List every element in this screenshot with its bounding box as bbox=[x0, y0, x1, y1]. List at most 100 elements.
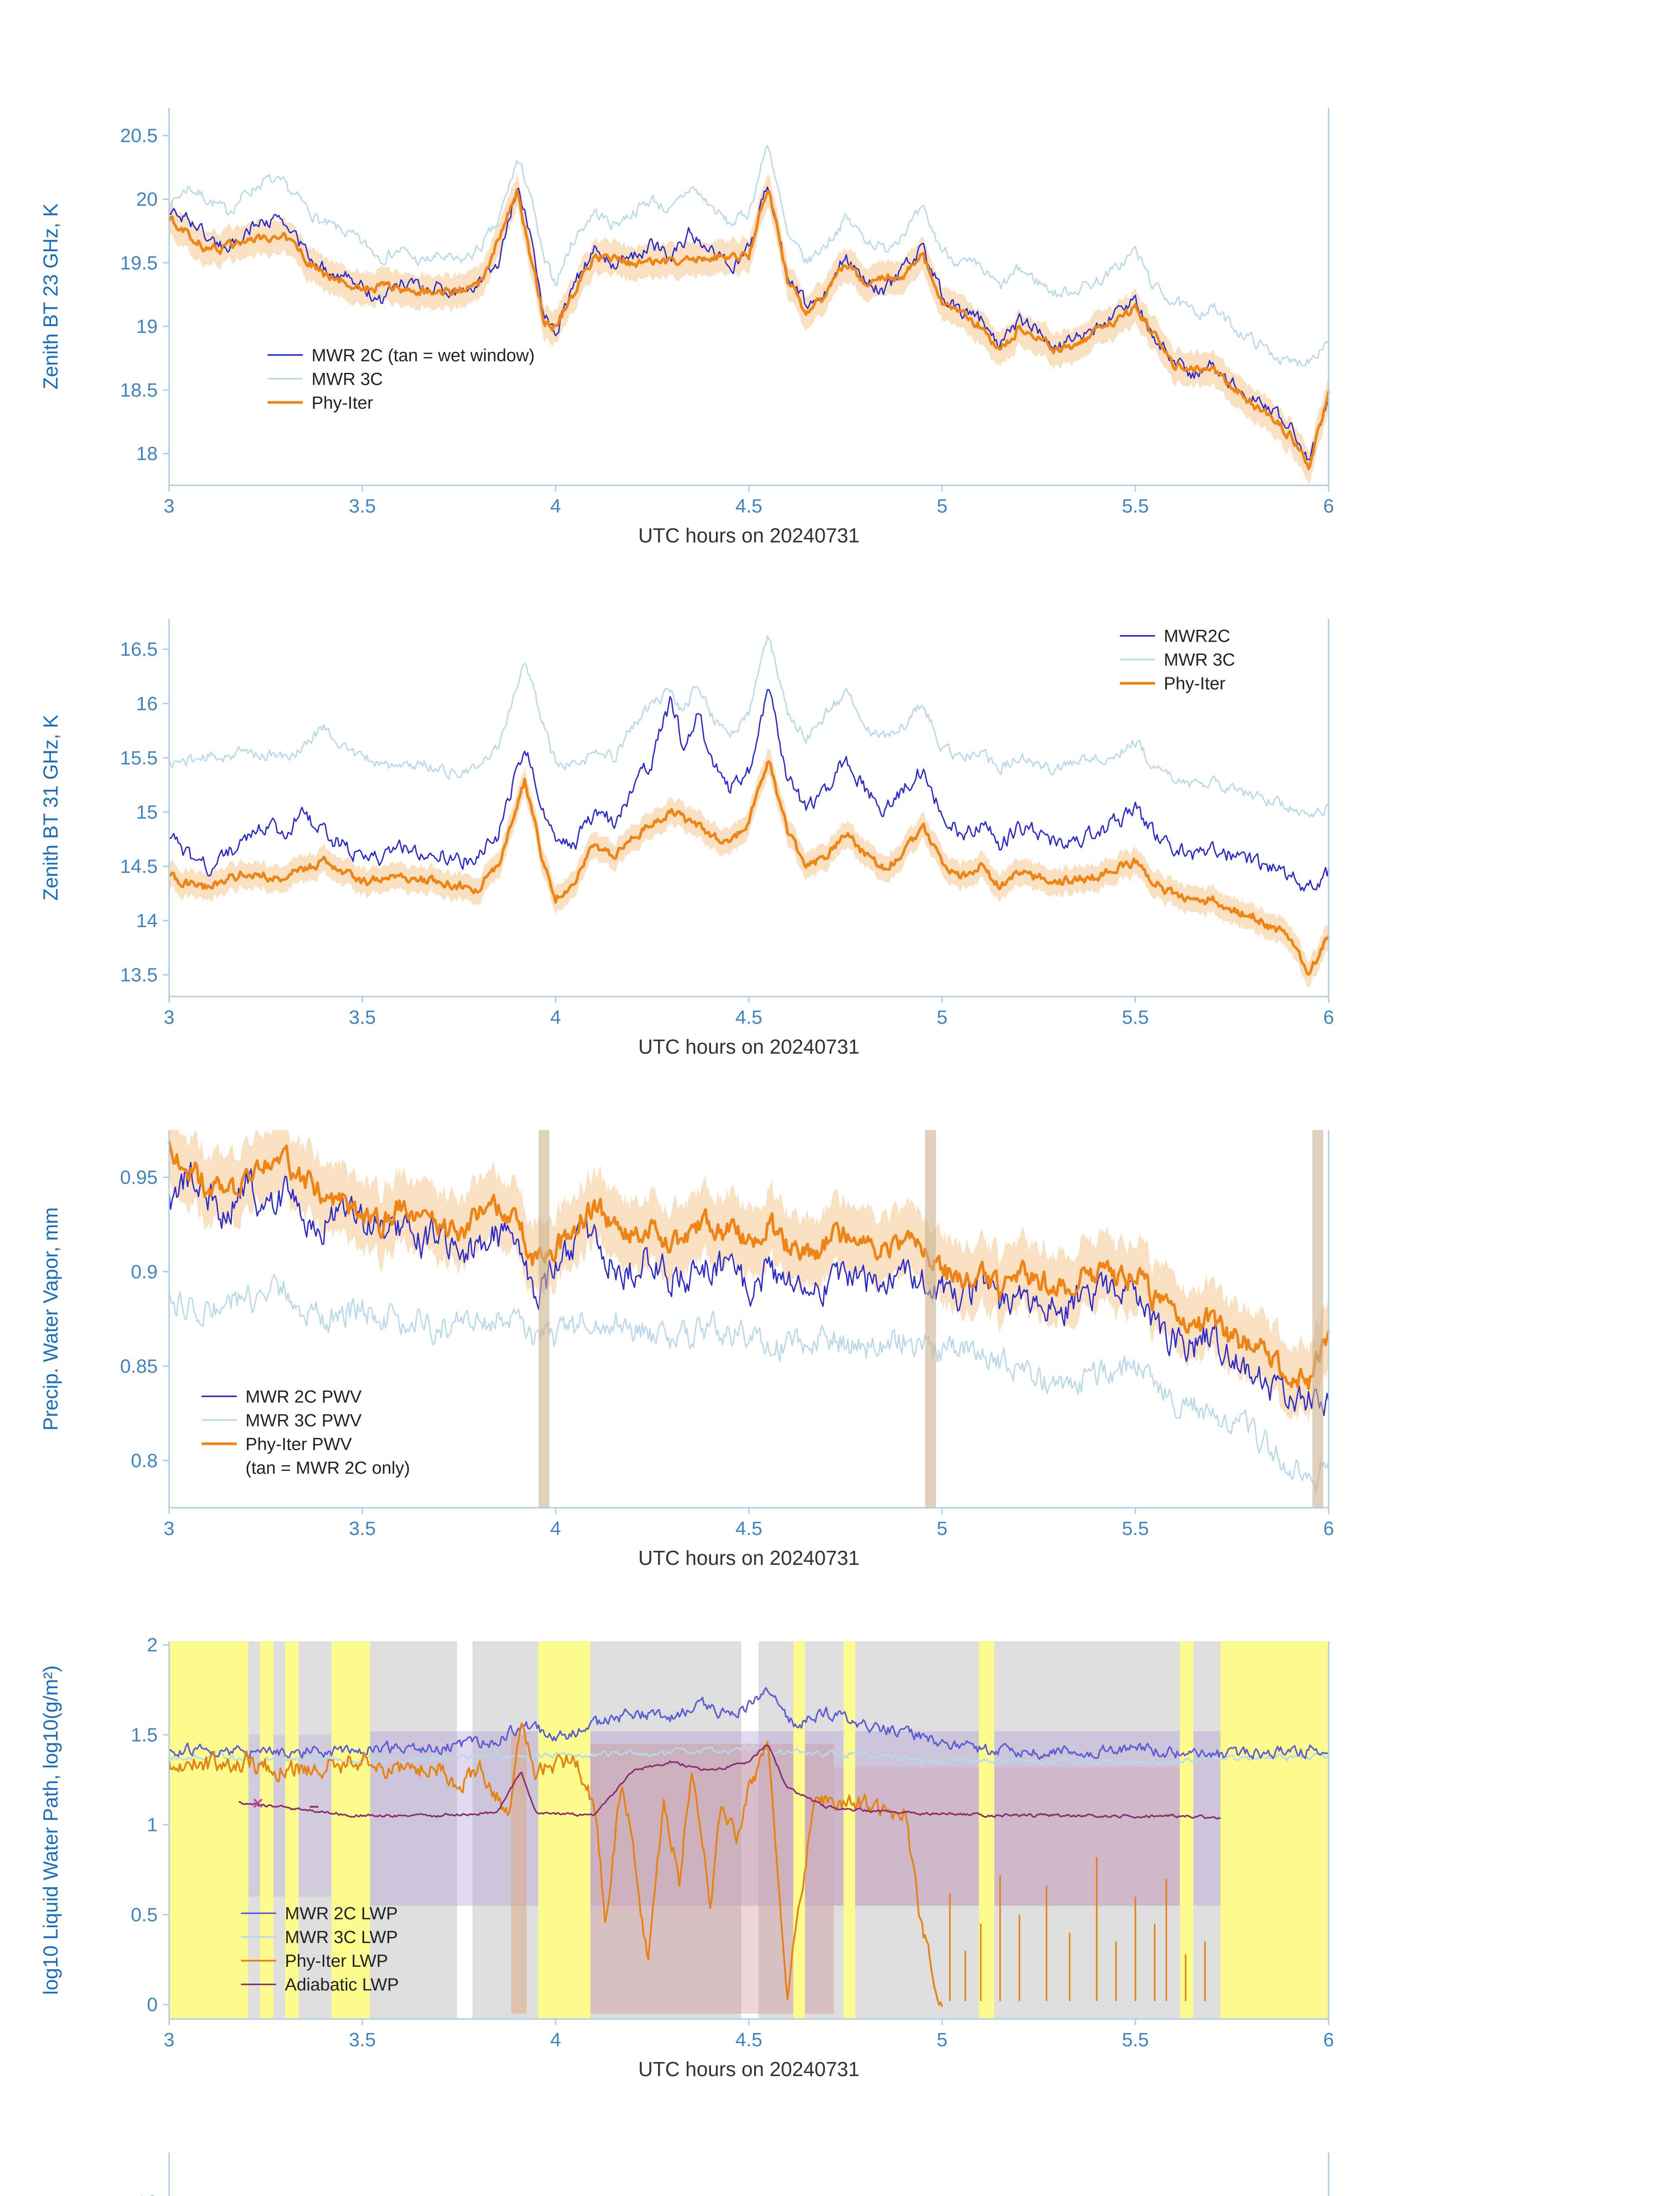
legend-label: MWR 3C bbox=[311, 369, 383, 389]
y-tick-label: 2 bbox=[147, 1634, 158, 1656]
zenith-bt-31-chart: 3 3.5 4 4.5 5 5.5 6 13.5 14 14.5 15 15.5 16 16.5 MWR2C… bbox=[120, 619, 1334, 1028]
x-tick-label: 5 bbox=[937, 1518, 947, 1539]
x-tick-label: 4 bbox=[550, 2029, 561, 2051]
y-tick-label: 0.95 bbox=[120, 1167, 158, 1188]
x-axis-label-bt31: UTC hours on 20240731 bbox=[638, 1035, 860, 1058]
x-tick-label: 3 bbox=[164, 495, 174, 517]
series-line bbox=[168, 1722, 943, 2007]
legend-label: MWR 2C PWV bbox=[246, 1387, 362, 1406]
x-tick-label: 3 bbox=[164, 1007, 174, 1028]
series-line bbox=[168, 1141, 1330, 1390]
y-tick-label: 14.5 bbox=[120, 856, 158, 877]
bg-band bbox=[1220, 1641, 1329, 2019]
bg-band bbox=[793, 1641, 805, 2019]
legend-label: Phy-Iter bbox=[1164, 674, 1225, 693]
bg-band bbox=[169, 1641, 249, 2019]
x-tick-label: 5 bbox=[937, 495, 947, 517]
series-line bbox=[168, 635, 1329, 818]
legend-label: Phy-Iter bbox=[311, 393, 373, 412]
event-bar bbox=[925, 1130, 936, 1508]
legend-label: Adiabatic LWP bbox=[285, 1975, 399, 1994]
y-tick-label: 0.9 bbox=[131, 1261, 158, 1283]
y-tick-label: 0.85 bbox=[120, 1356, 158, 1377]
bg-band bbox=[843, 1641, 855, 2019]
x-tick-label: 6 bbox=[1323, 2029, 1334, 2051]
legend-label: (tan = MWR 2C only) bbox=[246, 1458, 410, 1477]
bg-band bbox=[331, 1641, 370, 2019]
y-tick-label: 20 bbox=[136, 188, 158, 210]
y-axis-label-pwv: Precip. Water Vapor, mm bbox=[39, 1207, 62, 1431]
bg-band bbox=[834, 1767, 1182, 1906]
dq-flag-chart: 33.544.555.560246810 bbox=[136, 2153, 1330, 2196]
uncertainty-band bbox=[169, 748, 1329, 988]
x-tick-label: 3.5 bbox=[349, 2029, 376, 2051]
y-axis-label-bt23: Zenith BT 23 GHz, K bbox=[39, 203, 62, 390]
y-tick-label: 0.8 bbox=[131, 1450, 158, 1472]
bg-band bbox=[741, 1641, 759, 2019]
event-bar bbox=[1312, 1130, 1323, 1508]
y-tick-label: 0.5 bbox=[131, 1904, 158, 1925]
y-axis-label-bt31: Zenith BT 31 GHz, K bbox=[39, 715, 62, 901]
y-tick-label: 16 bbox=[136, 693, 158, 715]
legend-label: MWR 3C bbox=[1164, 650, 1235, 670]
panel-zenith-bt-31: 3 3.5 4 4.5 5 5.5 6 13.5 14 14.5 15 15.5 16 16.5 MWR2C… bbox=[0, 586, 1680, 1097]
x-axis-label-pwv: UTC hours on 20240731 bbox=[638, 1546, 860, 1569]
x-tick-label: 5 bbox=[937, 1007, 947, 1028]
lwp-chart: 3 3.5 4 4.5 5 5.5 6 0 0.5 1 1.5 2 MWR 2C LWP MWR 3C L… bbox=[131, 1634, 1334, 2051]
legend-label: MWR2C bbox=[1164, 627, 1230, 646]
bg-band bbox=[1180, 1641, 1193, 2019]
series-line bbox=[168, 188, 1330, 470]
x-tick-label: 4.5 bbox=[735, 495, 762, 517]
bg-band bbox=[260, 1641, 274, 2019]
bg-band bbox=[457, 1641, 473, 2019]
x-tick-label: 3 bbox=[164, 1518, 174, 1539]
x-marker bbox=[253, 1799, 263, 1808]
y-tick-label: 16.5 bbox=[120, 639, 158, 660]
y-tick-label: 19.5 bbox=[120, 252, 158, 274]
series-line bbox=[169, 1687, 1329, 1760]
x-axis-label-bt23: UTC hours on 20240731 bbox=[638, 524, 860, 547]
x-tick-label: 3.5 bbox=[349, 1007, 376, 1028]
x-tick-label: 6 bbox=[1323, 495, 1334, 517]
y-tick-label: 20.5 bbox=[120, 125, 158, 147]
legend-label: MWR 2C (tan = wet window) bbox=[311, 346, 535, 365]
x-tick-label: 3.5 bbox=[349, 1518, 376, 1539]
pwv-chart: 3 3.5 4 4.5 5 5.5 6 0.8 0.85 0.9 0.95 MWR 2C PWV MWR… bbox=[120, 1130, 1334, 1539]
x-tick-label: 3.5 bbox=[349, 495, 376, 517]
x-tick-label: 5 bbox=[937, 2029, 947, 2051]
bg-band bbox=[285, 1641, 299, 2019]
x-tick-label: 6 bbox=[1323, 1007, 1334, 1028]
legend-label: MWR 3C PWV bbox=[246, 1411, 362, 1430]
legend-label: MWR 3C LWP bbox=[285, 1928, 398, 1947]
series-line bbox=[168, 1274, 1330, 1493]
x-tick-label: 4 bbox=[550, 1518, 561, 1539]
x-tick-label: 6 bbox=[1323, 1518, 1334, 1539]
y-axis-label-lwp: log10 Liquid Water Path, log10(g/m²) bbox=[39, 1665, 62, 1995]
panel-dq-flag: 33.544.555.560246810 MWR Phy Iter DQ Fla… bbox=[0, 2120, 1680, 2196]
uncertainty-band bbox=[169, 1130, 1329, 1423]
x-tick-label: 4.5 bbox=[735, 1007, 762, 1028]
zenith-bt-23-chart: 3 3.5 4 4.5 5 5.5 6 18 18.5 19 19.5 20 20.5 MWR 2C (t… bbox=[120, 108, 1334, 517]
y-tick-label: 10 bbox=[136, 2192, 158, 2196]
y-tick-label: 14 bbox=[136, 910, 158, 932]
series-line bbox=[168, 186, 1330, 461]
y-tick-label: 18 bbox=[136, 443, 158, 465]
x-tick-label: 3 bbox=[164, 2029, 174, 2051]
x-tick-label: 5.5 bbox=[1122, 1007, 1149, 1028]
bg-band bbox=[538, 1641, 591, 2019]
panel-zenith-bt-23: 3 3.5 4 4.5 5 5.5 6 18 18.5 19 19.5 20 20.5 MWR 2C (t… bbox=[0, 75, 1680, 586]
panel-pwv: 3 3.5 4 4.5 5 5.5 6 0.8 0.85 0.9 0.95 MWR 2C PWV MWR… bbox=[0, 1097, 1680, 1608]
x-tick-label: 5.5 bbox=[1122, 1518, 1149, 1539]
legend-label: Phy-Iter LWP bbox=[285, 1951, 388, 1971]
event-bar bbox=[538, 1130, 549, 1508]
series-line bbox=[169, 144, 1330, 367]
x-tick-label: 4.5 bbox=[735, 1518, 762, 1539]
x-tick-label: 4 bbox=[550, 1007, 561, 1028]
y-tick-label: 15.5 bbox=[120, 747, 158, 769]
panel-lwp: 3 3.5 4 4.5 5 5.5 6 0 0.5 1 1.5 2 MWR 2C LWP MWR 3C L… bbox=[0, 1608, 1680, 2120]
y-tick-label: 0 bbox=[147, 1994, 158, 2015]
x-tick-label: 4.5 bbox=[735, 2029, 762, 2051]
x-tick-label: 5.5 bbox=[1122, 495, 1149, 517]
y-tick-label: 18.5 bbox=[120, 379, 158, 401]
